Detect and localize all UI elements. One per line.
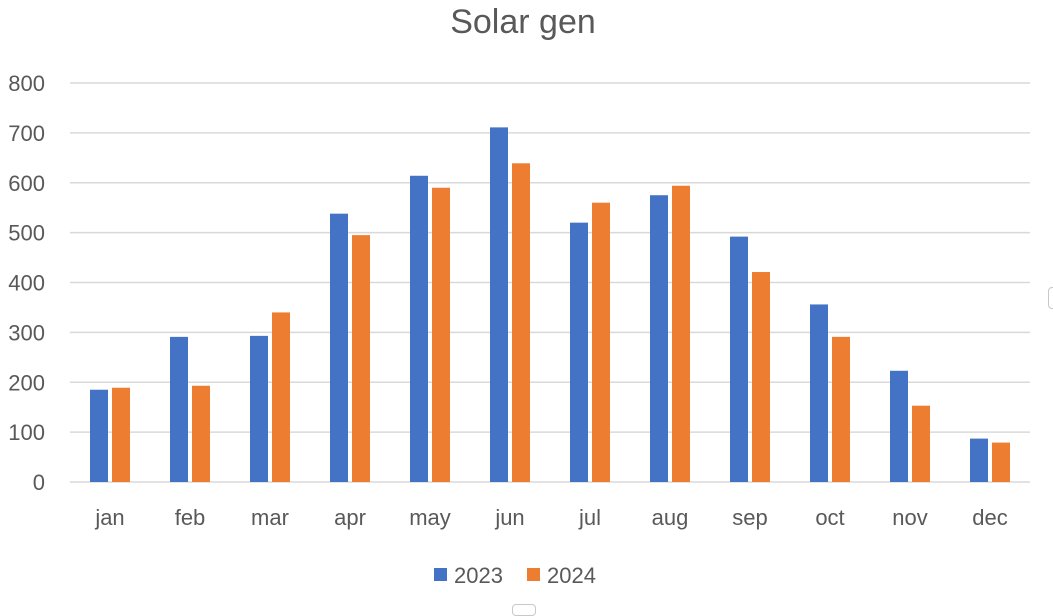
y-tick-label: 800 — [8, 71, 45, 96]
x-tick-label: dec — [972, 505, 1007, 530]
bar-2023-apr — [330, 213, 348, 483]
x-tick-label: mar — [251, 505, 289, 530]
bar-2023-jan — [90, 389, 108, 482]
legend-swatch-2024 — [527, 568, 540, 581]
x-tick-label: sep — [732, 505, 767, 530]
bar-2023-jul — [570, 222, 588, 482]
bar-2024-oct — [832, 336, 850, 482]
y-tick-label: 400 — [8, 271, 45, 296]
y-tick-label: 600 — [8, 171, 45, 196]
bar-2023-sep — [730, 236, 748, 482]
x-axis-ticks: jan feb mar apr may jun jul aug sep oct nov dec — [94, 505, 1007, 530]
bar-2024-feb — [192, 385, 210, 482]
y-axis-ticks: 0 100 200 300 400 500 600 700 800 — [8, 71, 45, 495]
bar-2023-aug — [650, 195, 668, 482]
bar-2024-sep — [752, 272, 770, 482]
chart-resize-handle-right[interactable] — [1048, 287, 1053, 309]
x-tick-label: jul — [578, 505, 601, 530]
legend-label: 2024 — [547, 563, 596, 588]
bar-2023-jun — [490, 127, 508, 483]
x-tick-label: jan — [94, 505, 124, 530]
y-tick-label: 0 — [33, 470, 45, 495]
x-tick-label: may — [409, 505, 451, 530]
chart-title: Solar gen — [450, 3, 596, 41]
x-tick-label: feb — [175, 505, 206, 530]
bar-2024-mar — [272, 312, 290, 482]
y-tick-label: 300 — [8, 320, 45, 345]
bar-2023-nov — [890, 370, 908, 482]
x-tick-label: nov — [892, 505, 927, 530]
bar-2024-apr — [352, 235, 370, 482]
bar-2024-jun — [512, 163, 530, 482]
bar-2024-aug — [672, 185, 690, 482]
bar-2023-feb — [170, 336, 188, 482]
legend-swatch-2023 — [434, 568, 447, 581]
x-tick-label: apr — [334, 505, 366, 530]
bars — [90, 127, 1010, 483]
y-tick-label: 200 — [8, 370, 45, 395]
bar-2024-jan — [112, 387, 130, 482]
x-tick-label: oct — [815, 505, 844, 530]
bar-2023-may — [410, 175, 428, 482]
legend[interactable]: 2023 2024 — [434, 563, 596, 588]
y-tick-label: 500 — [8, 221, 45, 246]
bar-2024-dec — [992, 442, 1010, 482]
chart-resize-handle-bottom[interactable] — [512, 604, 536, 616]
y-tick-label: 700 — [8, 121, 45, 146]
gridlines — [70, 82, 1030, 483]
bar-2024-jul — [592, 202, 610, 482]
bar-2023-mar — [250, 335, 268, 482]
bar-2024-may — [432, 187, 450, 483]
bar-2024-nov — [912, 405, 930, 482]
x-tick-label: jun — [494, 505, 524, 530]
x-tick-label: aug — [652, 505, 689, 530]
legend-label: 2023 — [454, 563, 503, 588]
bar-2023-oct — [810, 304, 828, 482]
y-tick-label: 100 — [8, 420, 45, 445]
bar-2023-dec — [970, 438, 988, 482]
